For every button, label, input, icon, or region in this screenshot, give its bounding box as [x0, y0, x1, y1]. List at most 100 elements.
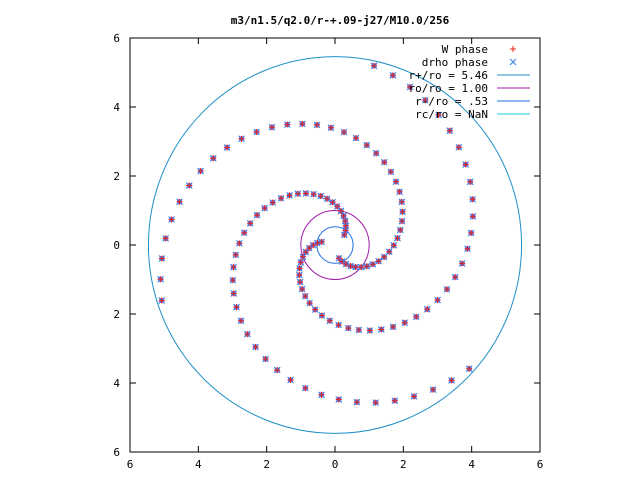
w-phase-point	[302, 190, 309, 197]
w-phase-point	[197, 168, 204, 175]
phase-points	[157, 62, 477, 406]
legend-label: drho phase	[422, 56, 488, 69]
w-phase-point	[335, 321, 342, 328]
w-phase-point	[381, 159, 388, 166]
w-phase-point	[284, 121, 291, 128]
x-tick-label: 6	[537, 458, 544, 471]
w-phase-point	[232, 251, 239, 258]
w-phase-point	[229, 277, 236, 284]
w-phase-point	[430, 386, 437, 393]
w-phase-point	[176, 198, 183, 205]
w-phase-point	[236, 240, 243, 247]
w-phase-point	[363, 263, 370, 270]
w-phase-point	[401, 319, 408, 326]
w-phase-point	[396, 188, 403, 195]
w-phase-point	[466, 365, 473, 372]
w-phase-point	[375, 258, 382, 265]
w-phase-point	[399, 208, 406, 215]
w-phase-point	[339, 258, 346, 265]
w-phase-point	[371, 62, 378, 69]
w-phase-point	[274, 367, 281, 374]
w-phase-point	[392, 178, 399, 185]
x-tick-label: 0	[332, 458, 339, 471]
w-phase-point	[168, 216, 175, 223]
w-phase-point	[268, 124, 275, 131]
w-phase-point	[312, 306, 319, 313]
w-phase-point	[387, 168, 394, 175]
w-phase-point	[310, 191, 317, 198]
w-phase-point	[424, 306, 431, 313]
reference-circle	[147, 56, 523, 434]
w-phase-point	[261, 205, 268, 212]
w-phase-point	[381, 254, 388, 261]
w-phase-point	[335, 396, 342, 403]
drho-phase-point	[509, 58, 517, 66]
w-phase-point	[244, 331, 251, 338]
w-phase-point	[306, 300, 313, 307]
y-tick-label: 0	[113, 239, 120, 252]
x-tick-label: 2	[400, 458, 407, 471]
w-phase-point	[247, 220, 254, 227]
w-phase-point	[254, 212, 261, 219]
w-phase-point	[342, 222, 349, 229]
w-phase-point	[345, 325, 352, 332]
w-phase-point	[158, 297, 165, 304]
w-phase-point	[459, 260, 466, 267]
w-phase-point	[464, 245, 471, 252]
w-phase-point	[287, 376, 294, 383]
y-tick-label: 6	[113, 32, 120, 45]
legend-label: ro/ro = 1.00	[409, 82, 488, 95]
w-phase-point	[363, 142, 370, 149]
w-phase-point	[369, 261, 376, 268]
w-phase-point	[462, 161, 469, 168]
w-phase-point	[452, 274, 459, 281]
w-phase-point	[296, 272, 303, 279]
y-tick-label: 4	[113, 377, 120, 390]
w-phase-point	[406, 83, 413, 90]
w-phase-point	[399, 218, 406, 225]
w-phase-point	[327, 124, 334, 131]
w-phase-point	[314, 121, 321, 128]
w-phase-point	[302, 293, 309, 300]
w-phase-point	[296, 265, 303, 272]
w-phase-point	[347, 262, 354, 269]
w-phase-point	[210, 155, 217, 162]
w-phase-point	[353, 399, 360, 406]
w-phase-point	[186, 182, 193, 189]
w-phase-point	[469, 196, 476, 203]
w-phase-point	[238, 135, 245, 142]
y-tick-label: 6	[113, 446, 120, 459]
legend-label: r-/ro = .53	[415, 95, 488, 108]
w-phase-point	[422, 97, 429, 104]
x-tick-label: 4	[195, 458, 202, 471]
y-tick-label: 2	[113, 308, 120, 321]
w-phase-point	[318, 312, 325, 319]
w-phase-point	[389, 72, 396, 79]
w-phase-point	[455, 144, 462, 151]
w-phase-point	[329, 199, 336, 206]
w-phase-point	[233, 304, 240, 311]
w-phase-point	[443, 286, 450, 293]
w-phase-point	[253, 128, 260, 135]
w-phase-point	[299, 253, 306, 260]
w-phase-point	[358, 264, 365, 271]
w-phase-point	[238, 317, 245, 324]
w-phase-point	[162, 235, 169, 242]
w-phase-point	[467, 178, 474, 185]
w-phase-point	[286, 192, 293, 199]
w-phase-point	[372, 399, 379, 406]
w-phase-point	[269, 199, 276, 206]
w-phase-point	[299, 286, 306, 293]
w-phase-point	[448, 377, 455, 384]
w-phase-point	[252, 343, 259, 350]
w-phase-point	[434, 297, 441, 304]
w-phase-point	[352, 135, 359, 142]
w-phase-point	[366, 327, 373, 334]
w-phase-point	[398, 198, 405, 205]
w-phase-point	[342, 217, 349, 224]
x-tick-label: 6	[127, 458, 134, 471]
w-phase-point	[157, 276, 164, 283]
